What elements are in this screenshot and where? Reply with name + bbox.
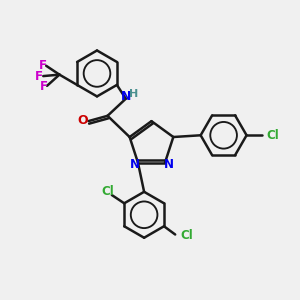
Text: Cl: Cl [180,230,193,242]
Text: N: N [164,158,173,171]
Text: Cl: Cl [267,129,279,142]
Text: N: N [129,158,140,171]
Text: Cl: Cl [101,185,114,198]
Text: F: F [40,80,47,93]
Text: F: F [35,70,43,83]
Text: N: N [121,90,132,103]
Text: H: H [129,89,139,99]
Text: F: F [39,59,47,72]
Text: O: O [78,114,88,127]
